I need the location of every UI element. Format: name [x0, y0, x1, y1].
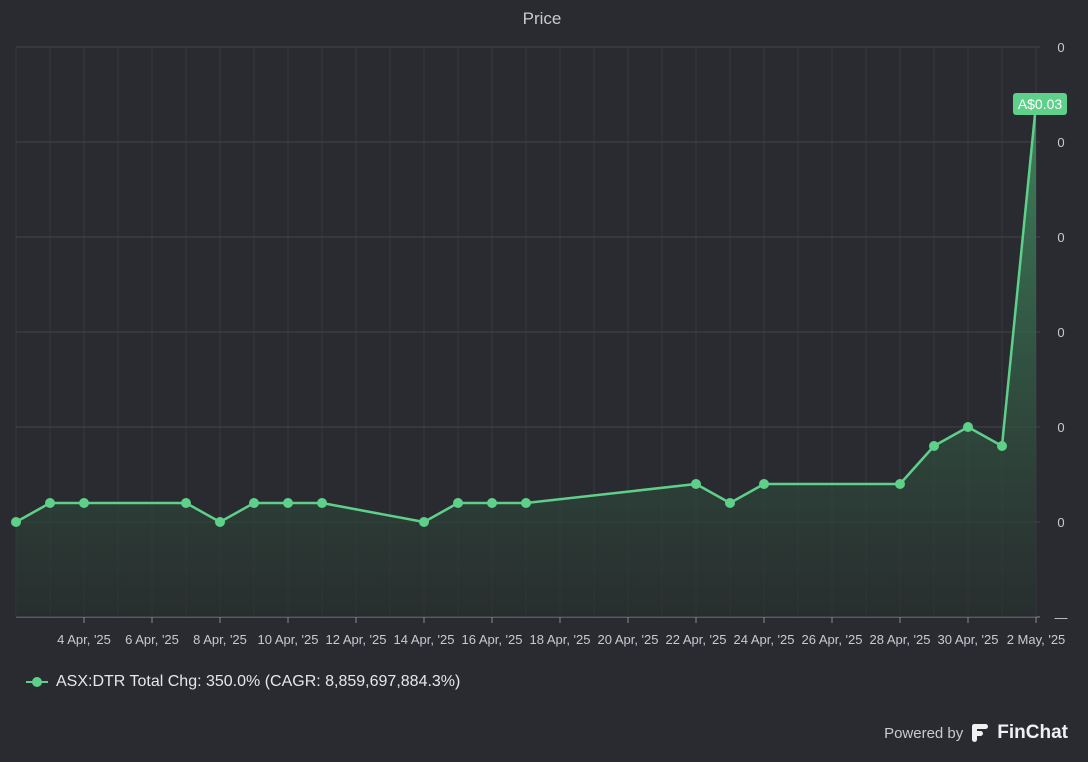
data-point — [759, 479, 769, 489]
legend-label: ASX:DTR Total Chg: 350.0% (CAGR: 8,859,6… — [56, 673, 461, 690]
series-line — [15, 103, 1038, 524]
last-price-label: A$0.03 — [1018, 96, 1063, 112]
data-point — [895, 479, 905, 489]
price-line — [15, 103, 1038, 524]
price-points — [11, 422, 1007, 527]
x-tick-label: 20 Apr, '25 — [597, 632, 658, 647]
y-tick-label: 0 — [1057, 230, 1064, 245]
y-tick-label: 0 — [1057, 40, 1064, 55]
data-point — [963, 422, 973, 432]
brand-name: FinChat — [997, 722, 1068, 743]
data-point — [453, 498, 463, 508]
x-tick-label: 22 Apr, '25 — [665, 632, 726, 647]
data-point — [929, 441, 939, 451]
x-tick-label: 4 Apr, '25 — [57, 632, 111, 647]
data-point — [691, 479, 701, 489]
data-point — [419, 517, 429, 527]
data-point — [997, 441, 1007, 451]
axis-labels: 0 0 0 0 0 0 — 4 Apr, '25 6 Apr, '25 8 Apr, '25 10 … — [57, 40, 1067, 647]
x-tick-label: 8 Apr, '25 — [193, 632, 247, 647]
x-tick-label: 12 Apr, '25 — [325, 632, 386, 647]
badge-background — [1013, 93, 1067, 115]
data-point — [283, 498, 293, 508]
y-tick-label: 0 — [1057, 325, 1064, 340]
x-tick-label: 24 Apr, '25 — [733, 632, 794, 647]
x-tick-label: 16 Apr, '25 — [461, 632, 522, 647]
y-tick-label: 0 — [1057, 135, 1064, 150]
data-point — [521, 498, 531, 508]
legend[interactable]: ASX:DTR Total Chg: 350.0% (CAGR: 8,859,6… — [26, 673, 460, 691]
chart-title: Price — [523, 9, 562, 28]
data-point — [79, 498, 89, 508]
area-fill — [16, 104, 1036, 617]
data-point — [487, 498, 497, 508]
footer-branding[interactable]: Powered by FinChat — [884, 722, 1068, 744]
last-price-badge: A$0.03 — [1013, 93, 1067, 115]
powered-by-text: Powered by — [884, 724, 964, 742]
x-tick-label: 30 Apr, '25 — [937, 632, 998, 647]
x-tick-label: 14 Apr, '25 — [393, 632, 454, 647]
x-tick-label: 6 Apr, '25 — [125, 632, 179, 647]
data-point — [249, 498, 259, 508]
x-tick-label: 10 Apr, '25 — [257, 632, 318, 647]
x-tick-label: 18 Apr, '25 — [529, 632, 590, 647]
finchat-logo-icon — [972, 724, 989, 742]
price-area — [16, 104, 1036, 617]
y-tick-label: 0 — [1057, 420, 1064, 435]
x-tick-label: 2 May, '25 — [1007, 632, 1066, 647]
y-tick-label: 0 — [1057, 515, 1064, 530]
y-tick-label: — — [1055, 610, 1068, 625]
data-point — [725, 498, 735, 508]
x-tick-label: 26 Apr, '25 — [801, 632, 862, 647]
data-point — [11, 517, 21, 527]
data-point — [181, 498, 191, 508]
x-tick-label: 28 Apr, '25 — [869, 632, 930, 647]
legend-marker-icon — [26, 676, 48, 688]
data-point — [215, 517, 225, 527]
data-point — [317, 498, 327, 508]
data-point — [45, 498, 55, 508]
